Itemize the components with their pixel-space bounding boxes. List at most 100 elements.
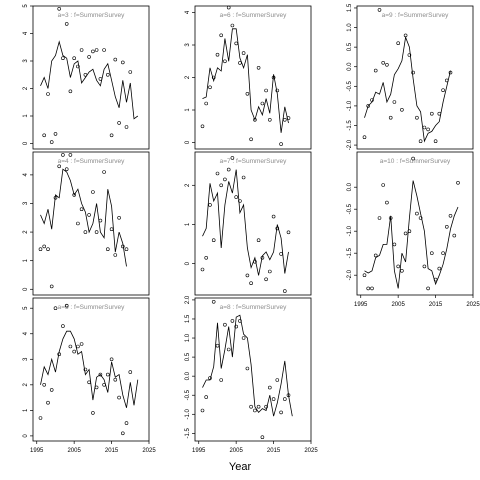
data-point [121,244,125,249]
y-tick-label: 0.0 [347,182,353,191]
panel-frame [32,5,150,150]
data-point [204,395,208,399]
panel-grid: a=3 : f=SummerSurvey 0 1 2 3 4 5 a=6 : f=Summer… [23,3,480,454]
data-point [362,135,367,139]
data-point [271,75,276,80]
x-tick-label: 2015 [267,448,281,454]
data-point [264,88,268,93]
data-point [253,259,257,264]
y-tick-label: 0 [23,434,29,438]
y-tick-label: -1.5 [347,247,353,258]
data-point [68,89,73,94]
data-point [113,57,118,62]
y-tick-label: 0 [185,261,191,265]
panel-frame [194,297,312,442]
y-tick-label: 1 [23,114,29,118]
data-point [83,367,88,372]
data-point [91,190,95,194]
data-point [64,22,69,26]
data-point [200,408,205,413]
data-point [46,247,50,251]
data-point [76,221,80,226]
y-tick-label: 3 [23,201,29,205]
data-point [260,255,265,260]
data-point [113,253,118,257]
data-point [286,116,291,120]
data-point [98,218,103,223]
data-point [433,139,438,143]
y-tick-label: 2 [23,230,29,234]
data-point [94,385,99,390]
data-point [256,404,261,409]
data-point [411,70,415,75]
data-point [79,207,84,211]
data-point [452,233,457,238]
y-tick-label: -1.0 [347,100,353,111]
y-tick-label: -0.5 [347,80,353,91]
data-point [109,357,114,362]
data-point [79,342,84,346]
y-tick-label: 1 [23,408,29,412]
data-point [87,380,91,385]
y-tick-label: 0.5 [185,352,191,361]
data-point [256,238,261,242]
y-tick-label: 0.5 [347,42,353,51]
data-point [388,216,393,220]
data-point [234,195,238,199]
y-tick-label: -0.5 [347,203,353,214]
data-point [441,251,445,255]
panel-8: a=8 : f=SummerSurvey -1.5 -1.0 -0.5 0.0 0.5 1.… [185,295,318,454]
data-point [264,404,268,409]
data-point [124,421,129,425]
data-point [253,118,257,122]
data-point [282,289,287,293]
data-point [200,267,205,272]
data-point [385,200,389,205]
panel-title: a=4 : f=SummerSurvey [58,158,126,165]
data-point [117,216,121,220]
y-tick-label: 3 [23,59,29,63]
data-point [200,124,205,129]
data-point [128,70,133,74]
y-tick-label: 2 [185,183,191,187]
x-tick-label: 1995 [30,448,44,454]
y-tick-label: 4 [23,331,29,335]
panel-5: a=7 : f=SummerSurvey 0 1 2 [185,151,312,296]
data-point [373,253,378,258]
data-point [109,227,114,231]
data-point [49,140,54,144]
data-point [286,230,291,235]
y-tick-label: 2 [23,86,29,90]
panel-title: a=9 : f=SummerSurvey [382,12,450,19]
data-point [230,23,235,28]
data-point [373,68,378,73]
data-point [219,378,223,382]
data-point [437,266,442,271]
data-point [49,284,54,289]
data-point [253,408,257,413]
data-point [204,255,208,260]
data-point [102,48,106,52]
data-point [267,118,272,122]
data-point [422,125,427,130]
data-point [403,231,408,236]
data-point [226,347,231,352]
data-point [418,216,423,220]
data-point [68,344,73,349]
series-line [364,180,459,289]
series-line [40,168,127,267]
x-tick-label: 1995 [354,302,368,308]
data-point [437,111,442,116]
series-line [202,28,289,133]
panel-frame [32,297,150,442]
x-axis-title: Year [229,461,252,473]
x-tick-label: 2015 [429,302,443,308]
y-tick-label: 0 [23,287,29,291]
y-tick-label: 1.5 [347,3,353,12]
series-line [364,35,451,143]
data-point [226,167,231,172]
data-point [275,226,280,231]
data-point [94,48,99,52]
panel-frame [356,5,474,150]
data-point [234,324,238,329]
